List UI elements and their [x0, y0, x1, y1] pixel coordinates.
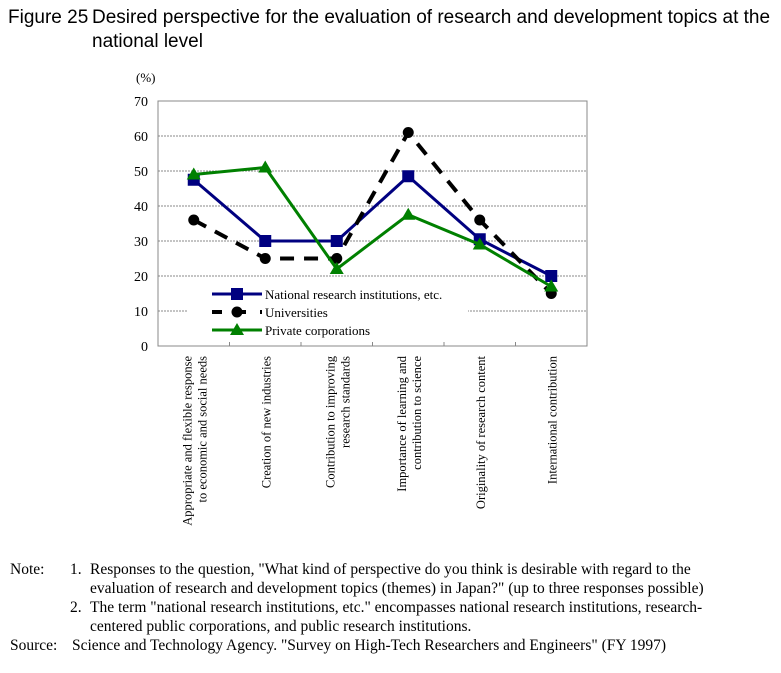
data-point — [188, 214, 200, 226]
x-category-label: Appropriate and flexible response — [180, 356, 194, 526]
x-category-label: Originality of research content — [474, 355, 488, 509]
figure-number: Figure 25 — [8, 7, 89, 28]
x-category-label: International contribution — [545, 355, 559, 484]
note-number: 1. — [70, 561, 82, 578]
x-category-label: contribution to science — [410, 356, 424, 470]
y-tick-label: 60 — [134, 130, 148, 145]
legend-label: Universities — [265, 305, 328, 320]
data-point — [259, 235, 272, 247]
y-tick-label: 20 — [134, 270, 148, 285]
y-tick-label: 10 — [134, 305, 148, 320]
legend-marker — [230, 323, 244, 335]
series-line — [192, 174, 552, 278]
data-point — [331, 253, 343, 264]
data-point — [472, 237, 487, 250]
data-point — [186, 167, 201, 180]
x-category-label: Contribution to improving — [323, 355, 337, 488]
data-point — [544, 279, 559, 292]
note-text: The term "national research institutions… — [90, 599, 703, 616]
data-point — [258, 160, 273, 173]
series-line — [192, 128, 553, 295]
y-tick-label: 0 — [141, 340, 148, 355]
note-label: Note: — [10, 561, 45, 578]
x-category-label: to economic and social needs — [195, 356, 209, 503]
source-text: Science and Technology Agency. "Survey o… — [72, 637, 667, 654]
data-point — [401, 207, 416, 220]
series-national-research-institutions-etc- — [187, 170, 558, 282]
note-text: centered public corporations, and public… — [90, 618, 472, 635]
source-label: Source: — [10, 637, 58, 654]
x-category-label: research standards — [338, 356, 352, 448]
y-tick-label: 50 — [134, 165, 148, 180]
y-tick-label: 40 — [134, 200, 148, 215]
y-axis-label: (%) — [136, 70, 156, 85]
x-category-label: Creation of new industries — [259, 356, 273, 488]
data-point — [259, 253, 271, 264]
legend-marker — [231, 288, 243, 300]
line-chart: 0 10 20 30 40 50 60 70 (%) Appropriate and flexib… — [134, 70, 588, 526]
y-tick-label: 70 — [134, 95, 148, 110]
notes: Note: 1. Responses to the question, "What … — [10, 560, 780, 655]
series-universities — [188, 127, 557, 299]
series-line — [193, 165, 553, 288]
data-point — [329, 262, 344, 274]
data-point — [545, 270, 558, 282]
data-point — [474, 214, 486, 226]
y-tick-label: 30 — [134, 235, 148, 250]
data-point — [402, 170, 415, 183]
note-text: evaluation of research and development t… — [90, 580, 704, 597]
legend-marker — [231, 306, 243, 318]
legend: National research institutions, etc. Univ… — [188, 283, 468, 341]
legend-label: National research institutions, etc. — [265, 287, 442, 302]
figure-title-text: Desired perspective for the evaluation o… — [92, 7, 771, 52]
x-category-label: Importance of learning and — [395, 355, 409, 491]
data-point — [402, 127, 414, 138]
note-text: Responses to the question, "What kind of… — [90, 561, 691, 578]
note-number: 2. — [70, 599, 82, 616]
series-private-corporations — [186, 160, 559, 292]
legend-label: Private corporations — [265, 323, 370, 338]
data-point — [330, 235, 343, 247]
